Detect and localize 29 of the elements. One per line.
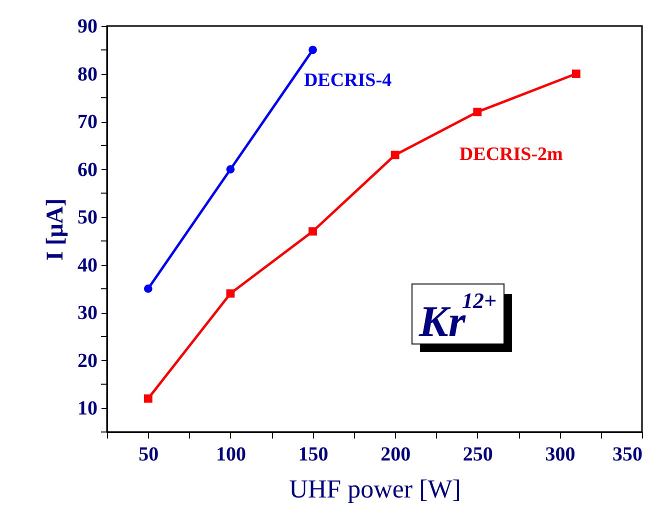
y-tick-label: 40 bbox=[78, 254, 98, 276]
point bbox=[226, 289, 235, 298]
y-axis-title: I [μA] bbox=[42, 198, 68, 261]
series-label: DECRIS-2m bbox=[459, 144, 564, 165]
point bbox=[144, 394, 152, 403]
y-tick-label: 70 bbox=[78, 111, 98, 134]
x-tick-label: 200 bbox=[380, 444, 411, 466]
y-tick-label: 90 bbox=[78, 16, 98, 38]
series-label: DECRIS-4 bbox=[304, 70, 392, 91]
point bbox=[308, 46, 317, 54]
x-tick-label: 100 bbox=[216, 444, 246, 466]
point bbox=[390, 150, 400, 160]
point bbox=[572, 70, 580, 78]
y-tick-label: 20 bbox=[78, 350, 98, 372]
y-tick-label: 50 bbox=[78, 206, 98, 229]
x-axis-title: UHF power [W] bbox=[289, 474, 461, 504]
y-tick-label: 30 bbox=[78, 302, 98, 324]
point bbox=[473, 108, 482, 116]
x-tick-label: 300 bbox=[545, 444, 576, 466]
y-tick-label: 60 bbox=[78, 158, 98, 181]
x-tick-label: 150 bbox=[298, 444, 328, 466]
y-tick-label: 10 bbox=[78, 398, 98, 420]
y-tick-label: 80 bbox=[78, 63, 98, 86]
x-tick-label: 50 bbox=[138, 444, 159, 466]
x-tick-label: 250 bbox=[462, 444, 493, 466]
point bbox=[226, 165, 235, 174]
point bbox=[144, 284, 152, 293]
x-tick-label: 350 bbox=[612, 444, 642, 466]
point bbox=[308, 227, 317, 236]
